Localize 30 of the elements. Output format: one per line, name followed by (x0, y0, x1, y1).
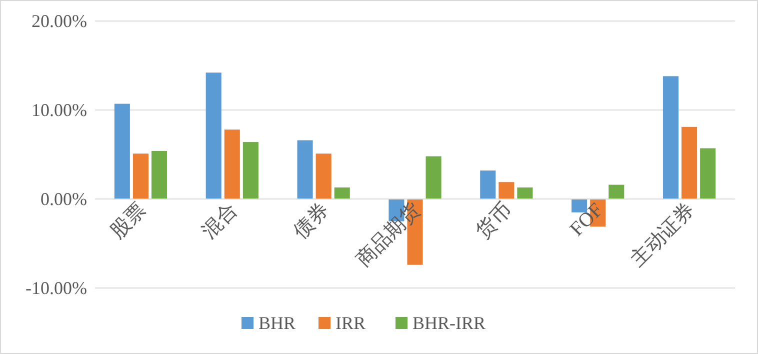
x-tick-label: 货币 (472, 198, 516, 243)
bar (682, 126, 698, 199)
legend-label: BHR-IRR (412, 313, 486, 333)
bar (114, 104, 130, 199)
bar (700, 148, 716, 199)
bar (517, 187, 533, 199)
legend-label: BHR (258, 313, 296, 333)
bar (498, 182, 514, 199)
bar (206, 72, 222, 199)
y-tick-label: -10.00% (26, 278, 87, 298)
bar (316, 154, 332, 199)
bar (334, 187, 350, 199)
x-tick-label: 主动证券 (626, 198, 699, 272)
bar (242, 142, 258, 199)
bar (480, 170, 496, 199)
y-tick-label: 0.00% (40, 189, 87, 209)
bar (132, 154, 148, 199)
bar (297, 140, 313, 199)
x-tick-label: 商品期货 (352, 198, 425, 272)
bar (151, 150, 168, 199)
y-tick-label: 20.00% (32, 11, 87, 31)
bar (426, 156, 442, 199)
x-tick-label: 债券 (289, 198, 334, 243)
legend-label: IRR (336, 313, 366, 333)
bar (608, 184, 624, 199)
x-tick-label: 混合 (198, 198, 242, 243)
x-tick-label: 股票 (106, 198, 150, 243)
bar (662, 76, 679, 199)
bar (224, 130, 240, 199)
y-tick-label: 10.00% (32, 100, 87, 120)
